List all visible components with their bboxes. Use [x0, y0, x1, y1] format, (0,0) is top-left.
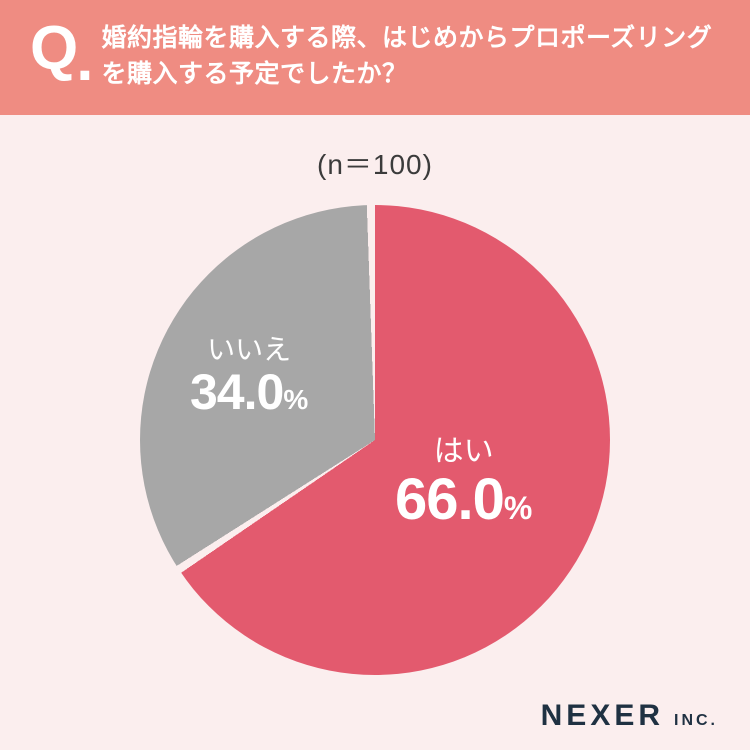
sample-size-label: (n＝100)	[0, 143, 750, 183]
pie-chart	[140, 205, 610, 675]
question-header: Q . 婚約指輪を購入する際、はじめからプロポーズリングを購入する予定でしたか？	[0, 0, 750, 115]
brand-name: NEXER	[541, 699, 664, 733]
brand-logo: NEXER INC.	[541, 699, 718, 733]
slice-name-no: いいえ	[190, 335, 308, 366]
slice-name-yes: はい	[395, 435, 532, 468]
slice-label-no: いいえ 34.0%	[190, 335, 308, 421]
chart-area: (n＝100) はい 66.0% いいえ 34.0% NEXER INC.	[0, 115, 750, 750]
slice-pct-no: %	[283, 384, 308, 415]
question-mark-dot: .	[76, 29, 93, 91]
slice-label-yes: はい 66.0%	[395, 435, 532, 532]
question-text: 婚約指輪を購入する際、はじめからプロポーズリングを購入する予定でしたか？	[101, 18, 720, 93]
question-mark-q: Q	[30, 18, 76, 80]
brand-suffix: INC.	[674, 712, 718, 730]
slice-pct-yes: %	[504, 490, 532, 526]
slice-value-yes: 66.0	[395, 467, 504, 532]
slice-value-no: 34.0	[190, 364, 283, 420]
